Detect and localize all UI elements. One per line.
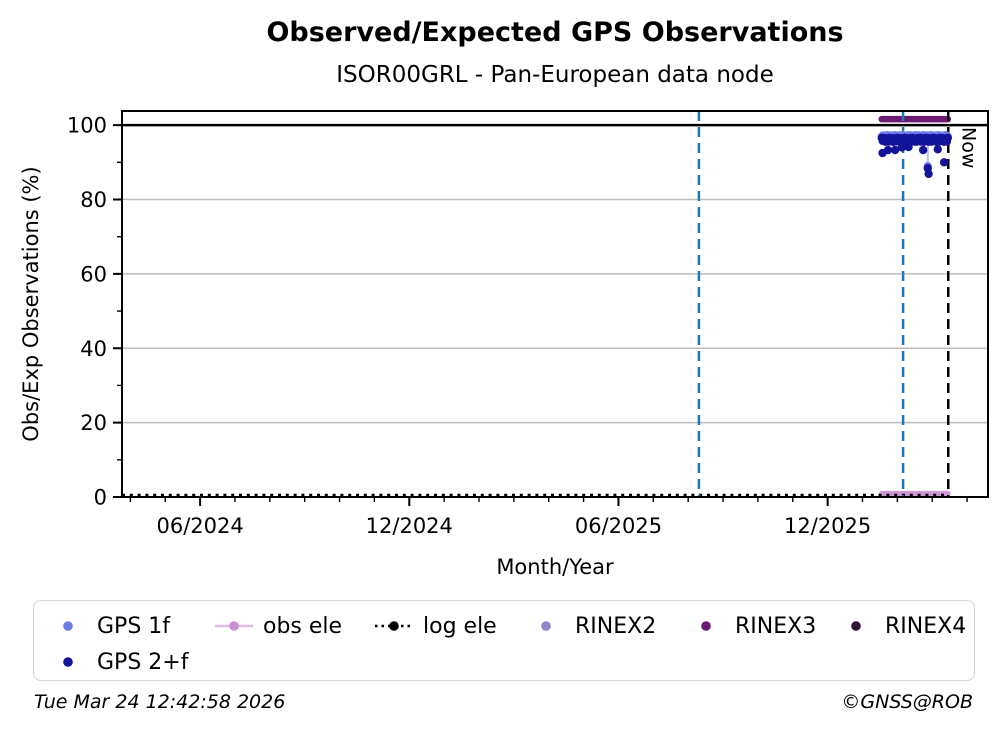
series-gps-2-f-outlier <box>924 169 933 179</box>
legend-marker-gps-1f-dot-icon <box>48 619 88 633</box>
series-gps-2-f <box>877 133 953 179</box>
chart-subtitle: ISOR00GRL - Pan-European data node <box>336 62 774 88</box>
y-tick-label: 100 <box>67 114 107 138</box>
legend-label-obs-ele: obs ele <box>263 613 343 639</box>
series-gps-2-f-outlier <box>904 142 913 152</box>
legend-marker-gps-2-f-dot-icon <box>48 655 88 669</box>
series-gps-2-f-outlier <box>897 143 907 152</box>
legend-label-rinex3: RINEX3 <box>735 613 817 639</box>
legend-label-rinex4: RINEX4 <box>885 613 967 639</box>
y-axis-label: Obs/Exp Observations (%) <box>19 166 43 441</box>
legend-item-gps-1f: GPS 1f <box>48 611 170 641</box>
legend-marker-rinex4-dot-icon <box>836 619 876 633</box>
y-tick-label: 40 <box>80 337 107 361</box>
legend-label-gps-1f: GPS 1f <box>97 613 171 639</box>
legend-label-rinex2: RINEX2 <box>575 613 657 639</box>
legend-label-gps-2-f: GPS 2+f <box>97 649 189 675</box>
series-gps-2-f-point <box>943 133 953 142</box>
legend-item-log-ele: log ele <box>374 611 497 641</box>
legend-item-rinex3: RINEX3 <box>686 611 816 641</box>
footer-copyright: ©GNSS@ROB <box>841 691 973 713</box>
legend-marker-rinex2-dot-icon <box>526 619 566 633</box>
chart-legend: GPS 1f obs ele log ele RINEX2 RINEX3 RINEX4 GP… <box>33 600 975 681</box>
plot-border <box>121 110 989 498</box>
y-tick-label: 20 <box>80 411 107 435</box>
legend-marker-log-ele-line-icon <box>374 619 414 633</box>
series-gps-2-f-outlier <box>918 145 928 155</box>
x-axis-label: Month/Year <box>496 555 614 579</box>
legend-item-rinex4: RINEX4 <box>836 611 966 641</box>
now-label: Now <box>957 127 979 168</box>
legend-marker-rinex3-dot-icon <box>686 619 726 633</box>
x-tick-label: 06/2025 <box>575 514 662 538</box>
x-tick-label: 06/2024 <box>156 514 243 538</box>
y-tick-label: 80 <box>80 188 107 212</box>
y-tick-label: 0 <box>94 486 107 510</box>
legend-item-gps-2-f: GPS 2+f <box>48 647 188 677</box>
legend-item-rinex2: RINEX2 <box>526 611 656 641</box>
series-gps-2-f-outlier <box>883 145 893 155</box>
series-gps-2-f-outlier <box>939 158 949 167</box>
chart-canvas: Now 0 20 40 60 80 100 06/2024 12/2024 06/2025 12/2… <box>19 110 989 579</box>
x-tick-label: 12/2025 <box>784 514 871 538</box>
legend-label-log-ele: log ele <box>423 613 497 639</box>
y-tick-label: 60 <box>80 262 107 286</box>
series-gps-2-f-outlier <box>890 145 900 155</box>
footer-timestamp: Tue Mar 24 12:42:58 2026 <box>34 691 286 713</box>
legend-marker-obs-ele-line-icon <box>214 619 254 633</box>
series-gps-2-f-outlier <box>933 145 942 154</box>
chart-title: Observed/Expected GPS Observations <box>266 17 844 48</box>
legend-item-obs-ele: obs ele <box>214 611 342 641</box>
x-tick-label: 12/2024 <box>366 514 453 538</box>
